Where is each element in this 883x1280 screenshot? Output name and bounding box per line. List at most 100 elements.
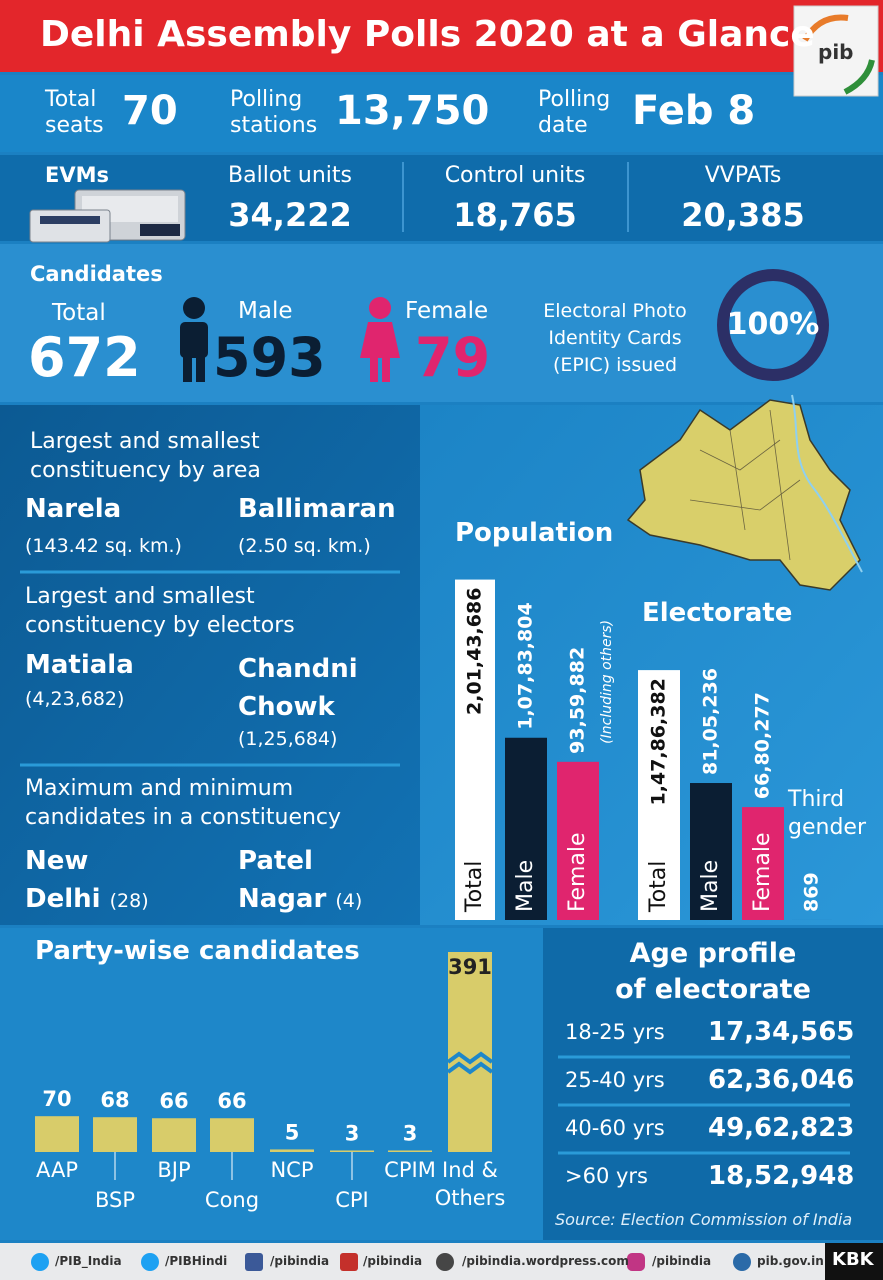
female-value: 79 — [415, 326, 491, 389]
value-label: 869 — [801, 872, 823, 912]
female-icon — [360, 297, 400, 382]
category-label: Ind & Others — [434, 1158, 506, 1210]
logo-swoosh — [843, 59, 875, 95]
value-label: 68 — [100, 1088, 129, 1112]
age-value: 18,52,948 — [708, 1161, 855, 1191]
total-label: Total — [52, 300, 106, 326]
evm-item-label: Control units — [444, 163, 586, 188]
category-label: NCP — [270, 1158, 314, 1182]
candidates-band — [0, 244, 883, 402]
evm-item-value: 20,385 — [681, 196, 805, 234]
total-value: 672 — [28, 326, 141, 389]
category-label: Female — [750, 832, 775, 912]
social-handle: /pibindia — [652, 1254, 712, 1268]
social-handle: /PIB_India — [55, 1254, 122, 1268]
value-label: 1,47,86,382 — [648, 678, 670, 805]
age-label: 18-25 yrs — [565, 1020, 665, 1044]
header-band — [0, 0, 883, 72]
value-label: 2,01,43,686 — [464, 588, 486, 715]
social-handle: /PIBHindi — [165, 1254, 228, 1268]
constituency-panel — [0, 405, 420, 925]
male-label: Male — [238, 298, 293, 324]
category-label: Cong — [204, 1188, 260, 1212]
constituency-name: New Delhi (28) — [25, 846, 149, 914]
bar — [388, 1150, 432, 1152]
constituency-detail: (4,23,682) — [25, 688, 125, 710]
bar — [210, 1118, 254, 1152]
age-label: 40-60 yrs — [565, 1116, 665, 1140]
constituency-name: Ballimaran — [238, 494, 396, 524]
bar — [35, 1116, 79, 1152]
break-mark — [446, 1051, 494, 1075]
value-label: 1,07,83,804 — [515, 602, 537, 729]
delhi-map — [626, 399, 861, 591]
evm-item-label: Ballot units — [228, 163, 352, 188]
male-value: 593 — [213, 326, 326, 389]
summary-value: Feb 8 — [632, 88, 756, 134]
social-handle: /pibindia — [270, 1254, 330, 1268]
constituency-detail: (4) — [335, 890, 363, 912]
bar — [557, 761, 599, 920]
constituency-name: Matiala — [25, 650, 134, 680]
bar — [638, 670, 680, 920]
evm-item-value: 18,765 — [453, 196, 577, 234]
age-label: >60 yrs — [565, 1164, 648, 1188]
value-label: 93,59,882 — [567, 647, 589, 754]
category-label: Total — [462, 861, 487, 913]
value-label: 66,80,277 — [752, 692, 774, 799]
heading: Largest and smallest constituency by area — [30, 429, 261, 483]
river — [791, 394, 863, 573]
social-icons — [31, 1253, 751, 1271]
summary-label: Total seats — [45, 87, 104, 138]
candidates-label: Candidates — [30, 262, 163, 286]
male-icon — [180, 297, 208, 382]
logo-swoosh — [802, 14, 849, 42]
heading: Largest and smallest constituency by elec… — [25, 584, 295, 638]
note: (Including others) — [599, 620, 615, 744]
age-label: 25-40 yrs — [565, 1068, 665, 1092]
evm-item-value: 34,222 — [228, 196, 352, 234]
category-label: Total — [646, 861, 671, 913]
summary-label: Polling date — [538, 87, 611, 138]
summary-value: 70 — [122, 88, 178, 134]
title: Delhi Assembly Polls 2020 at a Glance — [40, 14, 815, 55]
constituency-detail: (1,25,684) — [238, 728, 338, 750]
party-title: Party-wise candidates — [35, 936, 360, 966]
bar — [690, 783, 732, 920]
bar — [448, 952, 492, 1152]
summary-value: 13,750 — [335, 88, 490, 134]
bar — [152, 1118, 196, 1152]
female-label: Female — [405, 298, 489, 324]
social-handle: /pibindia.wordpress.com — [462, 1254, 629, 1268]
value-label: 5 — [285, 1120, 300, 1144]
evm-icon — [29, 189, 186, 243]
source: Source: Election Commission of India — [555, 1210, 853, 1229]
age-title: Age profile of electorate — [615, 938, 811, 1005]
age-value: 62,36,046 — [708, 1065, 855, 1095]
evm-item-label: VVPATs — [704, 163, 782, 188]
bar — [742, 807, 784, 920]
bar — [330, 1150, 374, 1152]
age-value: 49,62,823 — [708, 1113, 855, 1143]
electorate-title: Electorate — [642, 598, 793, 628]
category-label: CPI — [335, 1188, 369, 1212]
social-handle: pib.gov.in — [757, 1254, 824, 1268]
constituency-name: Chandni Chowk — [238, 654, 358, 722]
constituency-detail: (28) — [109, 890, 149, 912]
bar — [455, 579, 495, 920]
evm-label: EVMs — [45, 163, 109, 187]
summary-band — [0, 75, 883, 152]
value-label: 3 — [345, 1121, 360, 1145]
logo-text: pib — [818, 40, 854, 64]
third-gender-label: Third gender — [788, 787, 866, 840]
category-label: CPIM — [384, 1158, 436, 1182]
epic-label: Electoral Photo Identity Cards (EPIC) issu… — [543, 300, 687, 376]
epic-ring — [717, 269, 829, 381]
population-title: Population — [455, 518, 614, 548]
category-label: AAP — [36, 1158, 78, 1182]
constituency-detail: (143.42 sq. km.) — [25, 535, 182, 557]
category-label: Male — [513, 860, 538, 912]
category-label: BJP — [157, 1158, 191, 1182]
